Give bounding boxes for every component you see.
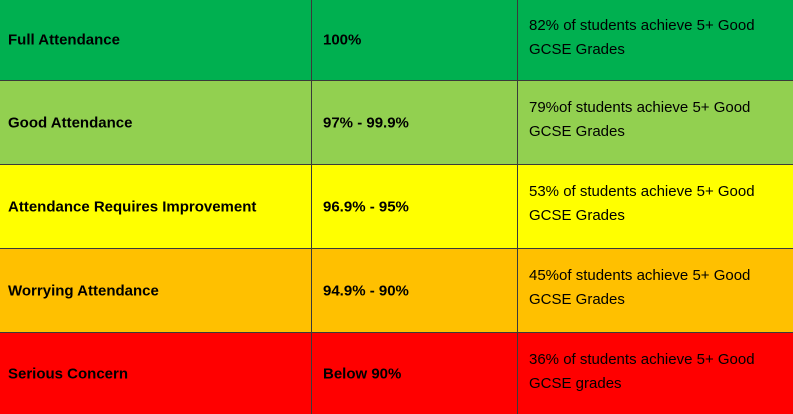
table-row-full-attendance: Full Attendance 100% 82% of students ach… xyxy=(0,0,793,80)
range-cell: 94.9% - 90% xyxy=(312,249,518,332)
band-cell: Worrying Attendance xyxy=(0,249,312,332)
outcome-line-1: 36% of students achieve 5+ Good xyxy=(529,351,755,368)
outcome-cell: 79%of students achieve 5+ Good GCSE Grad… xyxy=(518,81,793,164)
outcome-text: 45%of students achieve 5+ Good GCSE Grad… xyxy=(529,264,787,312)
band-label: Attendance Requires Improvement xyxy=(8,198,257,215)
outcome-cell: 36% of students achieve 5+ Good GCSE gra… xyxy=(518,333,793,414)
range-cell: Below 90% xyxy=(312,333,518,414)
outcome-line-1: 79%of students achieve 5+ Good xyxy=(529,99,751,116)
outcome-line-2: GCSE Grades xyxy=(529,207,625,224)
range-label: 96.9% - 95% xyxy=(323,198,409,215)
table-row-worrying-attendance: Worrying Attendance 94.9% - 90% 45%of st… xyxy=(0,248,793,332)
table-row-good-attendance: Good Attendance 97% - 99.9% 79%of studen… xyxy=(0,80,793,164)
range-label: 100% xyxy=(323,31,362,49)
outcome-line-2: GCSE Grades xyxy=(529,123,625,140)
outcome-line-1: 53% of students achieve 5+ Good xyxy=(529,183,755,200)
outcome-cell: 82% of students achieve 5+ Good GCSE Gra… xyxy=(518,0,793,80)
band-label: Serious Concern xyxy=(8,365,129,382)
band-cell: Full Attendance xyxy=(0,0,312,80)
range-label: Below 90% xyxy=(323,365,402,382)
outcome-cell: 45%of students achieve 5+ Good GCSE Grad… xyxy=(518,249,793,332)
outcome-text: 53% of students achieve 5+ Good GCSE Gra… xyxy=(529,180,787,228)
band-cell: Serious Concern xyxy=(0,333,312,414)
range-cell: 96.9% - 95% xyxy=(312,165,518,248)
range-cell: 97% - 99.9% xyxy=(312,81,518,164)
outcome-text: 36% of students achieve 5+ Good GCSE gra… xyxy=(529,348,787,396)
outcome-line-2: GCSE Grades xyxy=(529,41,625,58)
outcome-text: 79%of students achieve 5+ Good GCSE Grad… xyxy=(529,96,787,144)
range-label: 97% - 99.9% xyxy=(323,114,409,131)
band-cell: Good Attendance xyxy=(0,81,312,164)
outcome-line-2: GCSE grades xyxy=(529,375,622,392)
outcome-text: 82% of students achieve 5+ Good GCSE Gra… xyxy=(529,14,787,62)
outcome-line-2: GCSE Grades xyxy=(529,291,625,308)
band-label: Worrying Attendance xyxy=(8,282,159,299)
outcome-line-1: 82% of students achieve 5+ Good xyxy=(529,17,755,34)
range-cell: 100% xyxy=(312,0,518,80)
range-label: 94.9% - 90% xyxy=(323,282,409,299)
band-cell: Attendance Requires Improvement xyxy=(0,165,312,248)
band-label: Full Attendance xyxy=(8,31,120,49)
table-row-serious-concern: Serious Concern Below 90% 36% of student… xyxy=(0,332,793,414)
outcome-cell: 53% of students achieve 5+ Good GCSE Gra… xyxy=(518,165,793,248)
outcome-line-1: 45%of students achieve 5+ Good xyxy=(529,267,751,284)
table-row-requires-improvement: Attendance Requires Improvement 96.9% - … xyxy=(0,164,793,248)
band-label: Good Attendance xyxy=(8,114,133,131)
